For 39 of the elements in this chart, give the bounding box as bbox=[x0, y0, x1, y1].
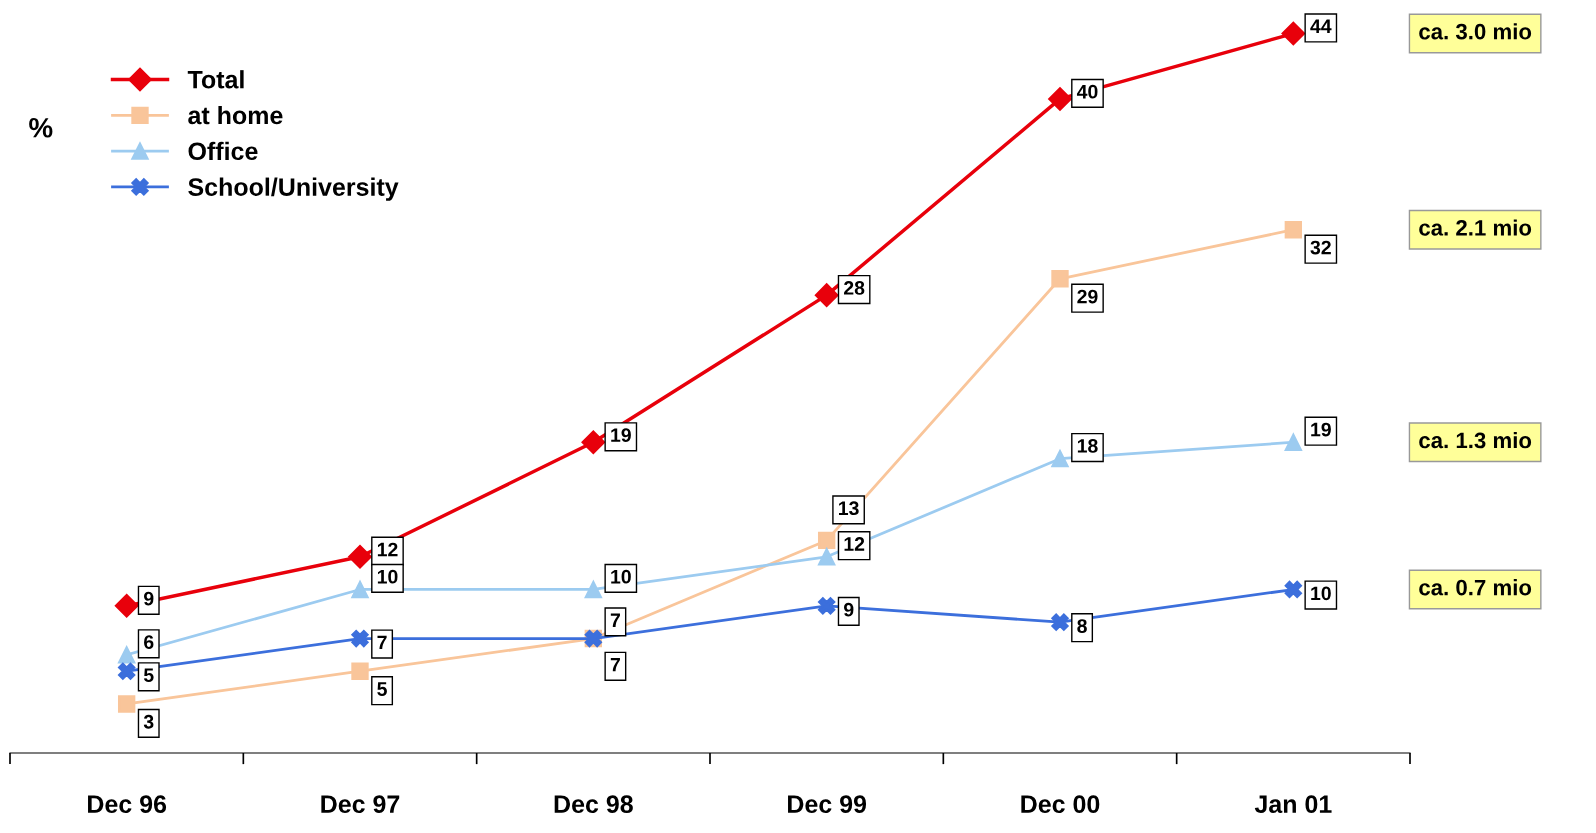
x-tick-label: Dec 99 bbox=[788, 795, 867, 814]
legend-label: at home bbox=[188, 105, 283, 125]
data-label: 3 bbox=[143, 714, 154, 729]
data-label: 7 bbox=[377, 635, 387, 650]
data-label: 32 bbox=[1310, 240, 1331, 255]
data-label: 5 bbox=[377, 682, 387, 696]
data-label: 12 bbox=[377, 542, 398, 557]
data-label: 5 bbox=[143, 668, 154, 683]
data-label: 44 bbox=[1310, 19, 1332, 33]
data-label: 18 bbox=[1077, 439, 1098, 453]
data-label: 12 bbox=[844, 537, 865, 551]
legend-label: Office bbox=[188, 141, 258, 161]
data-label: 19 bbox=[611, 428, 631, 442]
data-label: 7 bbox=[610, 613, 620, 627]
legend-label: School/University bbox=[188, 177, 399, 201]
x-tick-label: Dec 98 bbox=[554, 795, 633, 814]
text: ca. 3.0 mio bbox=[1419, 23, 1532, 40]
data-label: 10 bbox=[611, 569, 631, 584]
data-label: 8 bbox=[1077, 619, 1087, 633]
data-label: 29 bbox=[1077, 289, 1098, 304]
data-label: 28 bbox=[844, 281, 865, 295]
data-label: 40 bbox=[1076, 84, 1098, 99]
text: ca. 1.3 mio bbox=[1419, 431, 1532, 449]
data-label: 13 bbox=[839, 501, 859, 516]
text: ca. 0.7 mio bbox=[1419, 579, 1532, 596]
y-axis-title: % bbox=[29, 117, 53, 138]
data-label: 9 bbox=[144, 591, 154, 606]
text: ca. 2.1 mio bbox=[1419, 219, 1532, 236]
data-label: 6 bbox=[144, 635, 154, 649]
data-label: 19 bbox=[1311, 422, 1331, 437]
data-label: 7 bbox=[610, 657, 620, 672]
legend-label: Total bbox=[187, 70, 244, 89]
data-label: 10 bbox=[377, 569, 398, 584]
data-label: 9 bbox=[844, 602, 854, 617]
x-tick-label: Dec 96 bbox=[88, 795, 167, 814]
x-tick-label: Jan 01 bbox=[1254, 795, 1332, 814]
data-label: 10 bbox=[1311, 586, 1331, 601]
x-tick-label: Dec 00 bbox=[1021, 795, 1100, 814]
x-tick-label: Dec 97 bbox=[321, 795, 400, 814]
